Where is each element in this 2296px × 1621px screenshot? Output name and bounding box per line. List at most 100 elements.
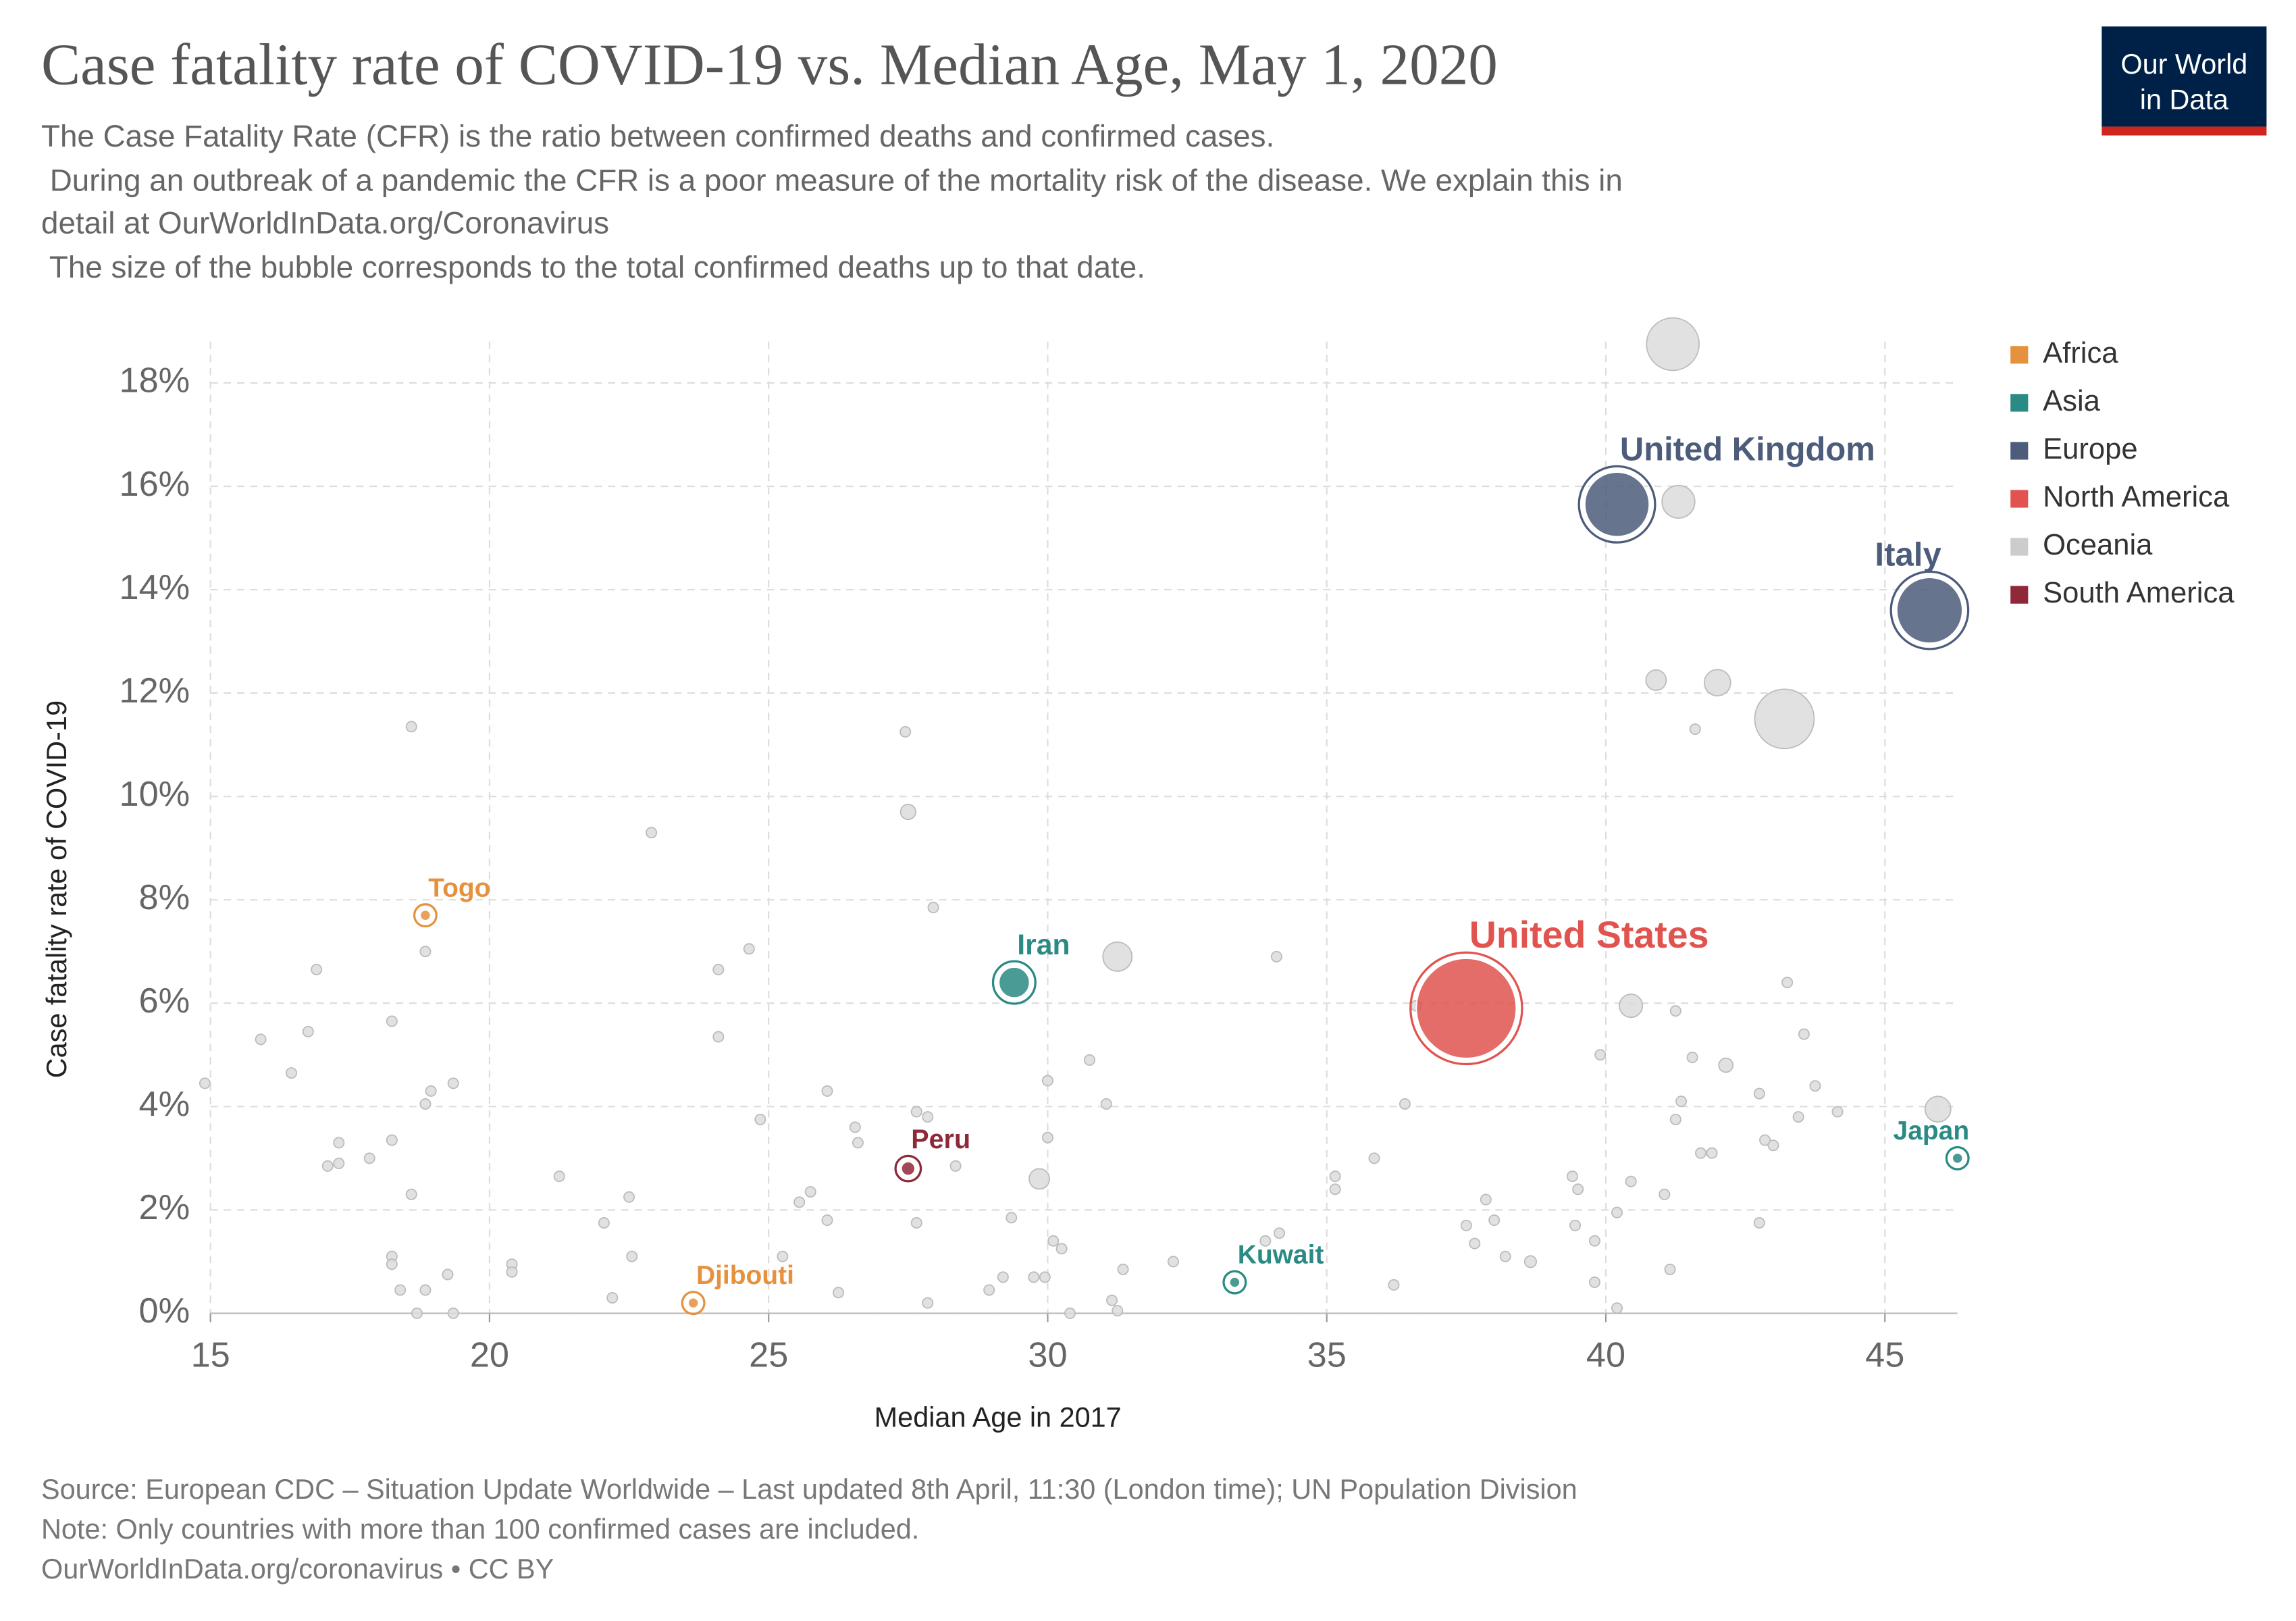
legend-swatch xyxy=(2010,442,2029,460)
point-label: Iran xyxy=(1017,929,1070,961)
bubble xyxy=(852,1137,864,1149)
point-label: United States xyxy=(1469,914,1709,956)
bubble xyxy=(1041,1131,1053,1143)
bubble xyxy=(321,1160,334,1172)
bubble xyxy=(1488,1214,1501,1227)
point-label: Kuwait xyxy=(1238,1241,1324,1270)
bubble xyxy=(255,1033,267,1046)
bubble xyxy=(386,1015,398,1027)
subtitle: During an outbreak of a pandemic the CFR… xyxy=(41,163,1623,197)
point-label: Italy xyxy=(1875,536,1941,573)
bubble xyxy=(447,1307,459,1319)
bubble xyxy=(1100,1098,1112,1110)
legend-swatch xyxy=(2010,394,2029,412)
bubble xyxy=(1270,950,1282,962)
bubble xyxy=(553,1170,565,1183)
logo-text: in Data xyxy=(2140,84,2229,115)
bubble xyxy=(1718,1057,1734,1073)
x-axis-label: Median Age in 2017 xyxy=(875,1401,1122,1433)
bubble xyxy=(1594,1049,1607,1061)
bubble xyxy=(777,1250,789,1262)
x-tick-label: 30 xyxy=(1028,1336,1067,1375)
bubble-halo xyxy=(1889,570,1970,650)
bubble xyxy=(419,909,432,921)
bubble xyxy=(1566,1170,1578,1183)
y-tick-label: 6% xyxy=(139,981,190,1021)
bubble xyxy=(1767,1139,1779,1152)
bubble xyxy=(793,1196,806,1208)
bubble-halo xyxy=(413,903,438,928)
logo-bar xyxy=(2102,126,2267,136)
bubble xyxy=(1083,1054,1095,1066)
source: Note: Only countries with more than 100 … xyxy=(41,1514,919,1545)
bubble xyxy=(1619,994,1644,1019)
bubble xyxy=(411,1307,423,1319)
logo-box xyxy=(2102,26,2267,127)
bubble xyxy=(1064,1307,1076,1319)
bubble xyxy=(1112,1305,1124,1317)
bubble xyxy=(386,1258,398,1270)
bubble xyxy=(1480,1193,1492,1206)
y-tick-label: 12% xyxy=(119,671,190,711)
bubble xyxy=(1469,1237,1481,1250)
point-label: United Kingdom xyxy=(1620,432,1875,468)
bubble xyxy=(419,1098,432,1110)
bubble xyxy=(1625,1175,1637,1187)
bubble xyxy=(1006,1212,1018,1224)
bubble xyxy=(983,1284,995,1296)
bubble xyxy=(1259,1235,1272,1247)
logo-text: Our World xyxy=(2120,49,2247,80)
bubble xyxy=(821,1214,833,1227)
bubble-halo xyxy=(1409,951,1523,1066)
bubble xyxy=(1415,958,1517,1059)
bubble xyxy=(646,827,658,839)
bubble xyxy=(743,943,755,955)
bubble xyxy=(506,1266,518,1278)
bubble xyxy=(1611,1206,1623,1218)
y-tick-label: 18% xyxy=(119,361,190,401)
bubble xyxy=(1792,1111,1804,1123)
bubble xyxy=(922,1297,934,1309)
legend-label: Africa xyxy=(2043,337,2118,369)
y-tick-label: 2% xyxy=(139,1188,190,1227)
bubble xyxy=(804,1186,816,1198)
bubble xyxy=(1896,577,1963,644)
bubble xyxy=(998,967,1030,999)
bubble xyxy=(623,1191,635,1203)
x-tick-label: 15 xyxy=(191,1336,230,1375)
bubble xyxy=(333,1137,345,1149)
bubble xyxy=(1399,1098,1411,1110)
bubble xyxy=(1669,1005,1681,1017)
x-tick-label: 25 xyxy=(749,1336,788,1375)
bubble xyxy=(997,1271,1009,1283)
bubble xyxy=(1055,1243,1068,1255)
bubble xyxy=(286,1067,298,1079)
bubble-halo xyxy=(681,1291,706,1316)
y-tick-label: 14% xyxy=(119,568,190,607)
bubble xyxy=(626,1250,638,1262)
bubble xyxy=(386,1134,398,1146)
bubble xyxy=(1499,1250,1511,1262)
bubble xyxy=(1167,1256,1179,1268)
bubble xyxy=(849,1121,861,1133)
bubble-halo xyxy=(1945,1146,1970,1170)
point-label: Japan xyxy=(1894,1116,1970,1146)
bubble xyxy=(425,1085,437,1097)
bubble xyxy=(899,725,912,738)
x-tick-label: 45 xyxy=(1865,1336,1904,1375)
bubble xyxy=(394,1284,407,1296)
bubble xyxy=(833,1287,845,1299)
bubble xyxy=(598,1216,610,1229)
bubble xyxy=(1675,1096,1688,1108)
bubble xyxy=(1759,1134,1771,1146)
bubble xyxy=(1273,1227,1285,1239)
bubble xyxy=(1106,1294,1118,1306)
bubble xyxy=(302,1025,314,1037)
bubble xyxy=(1645,669,1667,691)
bubble xyxy=(1584,471,1650,538)
legend-swatch xyxy=(2010,538,2029,556)
x-tick-label: 20 xyxy=(470,1336,509,1375)
